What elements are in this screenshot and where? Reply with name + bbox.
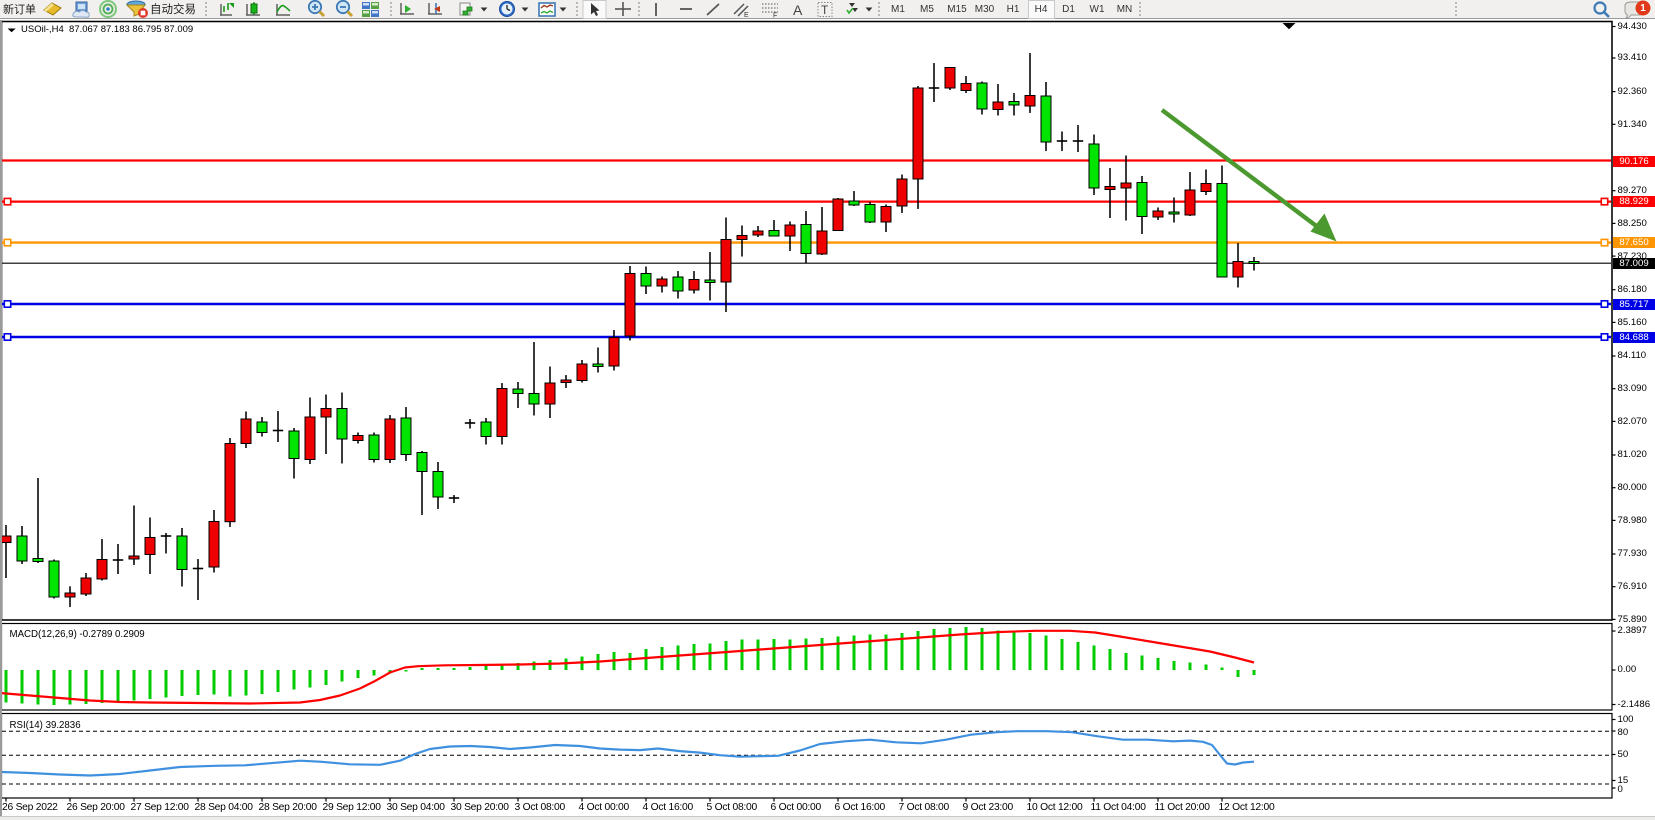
svg-text:E: E [744,12,749,19]
svg-text:F: F [773,13,777,20]
